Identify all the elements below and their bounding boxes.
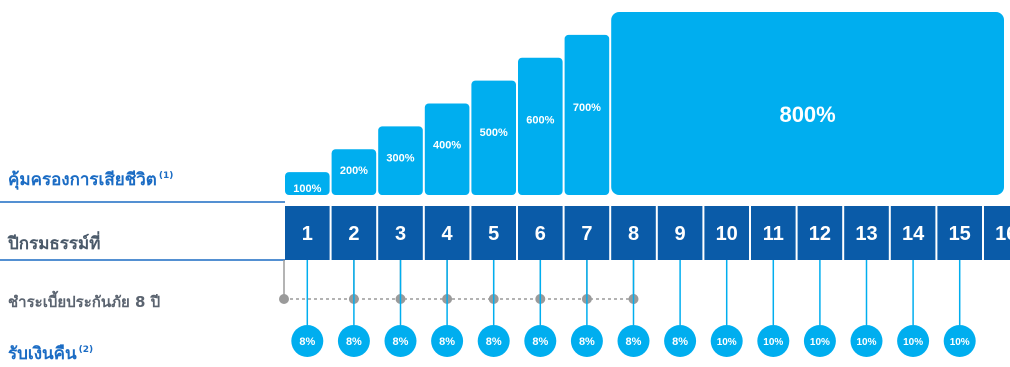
year-label-15: 15 (949, 223, 971, 245)
cash-back-label-8: 8% (626, 336, 642, 348)
cash-back-circle-2 (337, 325, 370, 357)
cash-back-footnote: (2) (78, 345, 94, 356)
year-label-4: 4 (442, 223, 454, 245)
year-box-4 (424, 206, 470, 260)
premium-payment-label: ชำระเบี้ยประกันภัย 8 ปี (8, 293, 161, 311)
cash-back-label-text: รับเงินคืน (8, 344, 77, 364)
coverage-footnote: (1) (158, 171, 174, 182)
cash-back-circle-5 (477, 325, 510, 357)
cash-back-circle-10 (710, 325, 743, 357)
cash-back-label-3: 8% (393, 336, 409, 348)
year-label-11: 11 (763, 223, 784, 245)
year-box-2 (331, 206, 377, 260)
cash-back-label-7: 8% (579, 336, 595, 348)
year-box-15 (937, 206, 982, 260)
year-label-8: 8 (628, 223, 639, 245)
premium-dot-1 (279, 294, 289, 304)
coverage-bar-max (611, 12, 1004, 195)
cash-back-circle-11 (757, 325, 790, 357)
policy-year-label: ปีกรมธรรม์ที่ (8, 234, 101, 254)
cash-back-label-1: 8% (299, 336, 315, 348)
coverage-bar-4 (424, 103, 470, 195)
coverage-bar-5 (471, 80, 516, 195)
year-label-13: 13 (855, 223, 877, 245)
cash-back-label-13: 10% (856, 337, 876, 348)
coverage-bar-label-max: 800% (779, 102, 835, 127)
cash-back-label-4: 8% (439, 336, 455, 348)
year-box-12 (797, 206, 843, 260)
year-label-14: 14 (902, 223, 925, 245)
coverage-bar-2 (331, 149, 377, 195)
coverage-bar-label-1: 100% (293, 183, 321, 195)
cash-back-circle-9 (664, 325, 697, 357)
year-box-8 (611, 206, 656, 260)
cash-back-circle-8 (617, 325, 650, 357)
coverage-bar-label-3: 300% (386, 152, 414, 164)
year-box-10 (704, 206, 749, 260)
coverage-bar-label-2: 200% (340, 165, 368, 177)
year-box-11 (751, 206, 796, 260)
year-box-14 (890, 206, 936, 260)
cash-back-label-15: 10% (950, 337, 970, 348)
coverage-bar-1 (285, 172, 330, 195)
cash-back-circle-13 (850, 325, 883, 357)
year-label-3: 3 (395, 223, 406, 245)
cash-back-circle-6 (524, 325, 557, 357)
coverage-bar-label-5: 500% (480, 127, 508, 139)
coverage-bar-7 (564, 34, 610, 195)
cash-back-label-9: 8% (672, 336, 688, 348)
cash-back-circle-7 (570, 325, 603, 357)
coverage-label: คุ้มครองการเสียชีวิต (1) (8, 166, 173, 193)
cash-back-label-12: 10% (810, 337, 830, 348)
cash-back-circle-14 (897, 325, 930, 357)
year-label-10: 10 (716, 223, 738, 245)
year-box-1 (285, 206, 330, 260)
cash-back-label-6: 8% (532, 336, 548, 348)
year-box-13 (844, 206, 889, 260)
cash-back-label-5: 8% (486, 336, 502, 348)
year-box-9 (657, 206, 703, 260)
coverage-bar-6 (518, 57, 563, 195)
year-box-5 (471, 206, 516, 260)
year-label-1: 1 (302, 223, 313, 245)
coverage-bar-label-7: 700% (573, 102, 601, 114)
cash-back-label-2: 8% (346, 336, 362, 348)
year-label-6: 6 (535, 223, 546, 245)
year-label-2: 2 (348, 223, 359, 245)
cash-back-circle-15 (943, 325, 976, 357)
cash-back-label-11: 10% (763, 337, 783, 348)
cash-back-circle-4 (431, 325, 464, 357)
coverage-label-text: คุ้มครองการเสียชีวิต (8, 170, 157, 190)
coverage-bar-label-4: 400% (433, 140, 461, 152)
year-label-5: 5 (488, 223, 499, 245)
cash-back-circle-12 (803, 325, 836, 357)
year-box-6 (518, 206, 563, 260)
year-box-3 (378, 206, 423, 260)
cash-back-circle-3 (384, 325, 417, 357)
year-label-16: 16 (995, 223, 1010, 245)
year-box-7 (564, 206, 610, 260)
year-label-12: 12 (809, 223, 831, 245)
year-label-7: 7 (581, 223, 592, 245)
cash-back-label: รับเงินคืน (2) (8, 340, 93, 367)
cash-back-circle-1 (291, 325, 324, 357)
cash-back-label-14: 10% (903, 337, 923, 348)
coverage-bar-3 (378, 126, 423, 195)
year-box-16 (984, 206, 1010, 260)
year-label-9: 9 (675, 223, 686, 245)
cash-back-label-10: 10% (717, 337, 737, 348)
coverage-bar-label-6: 600% (526, 115, 554, 127)
